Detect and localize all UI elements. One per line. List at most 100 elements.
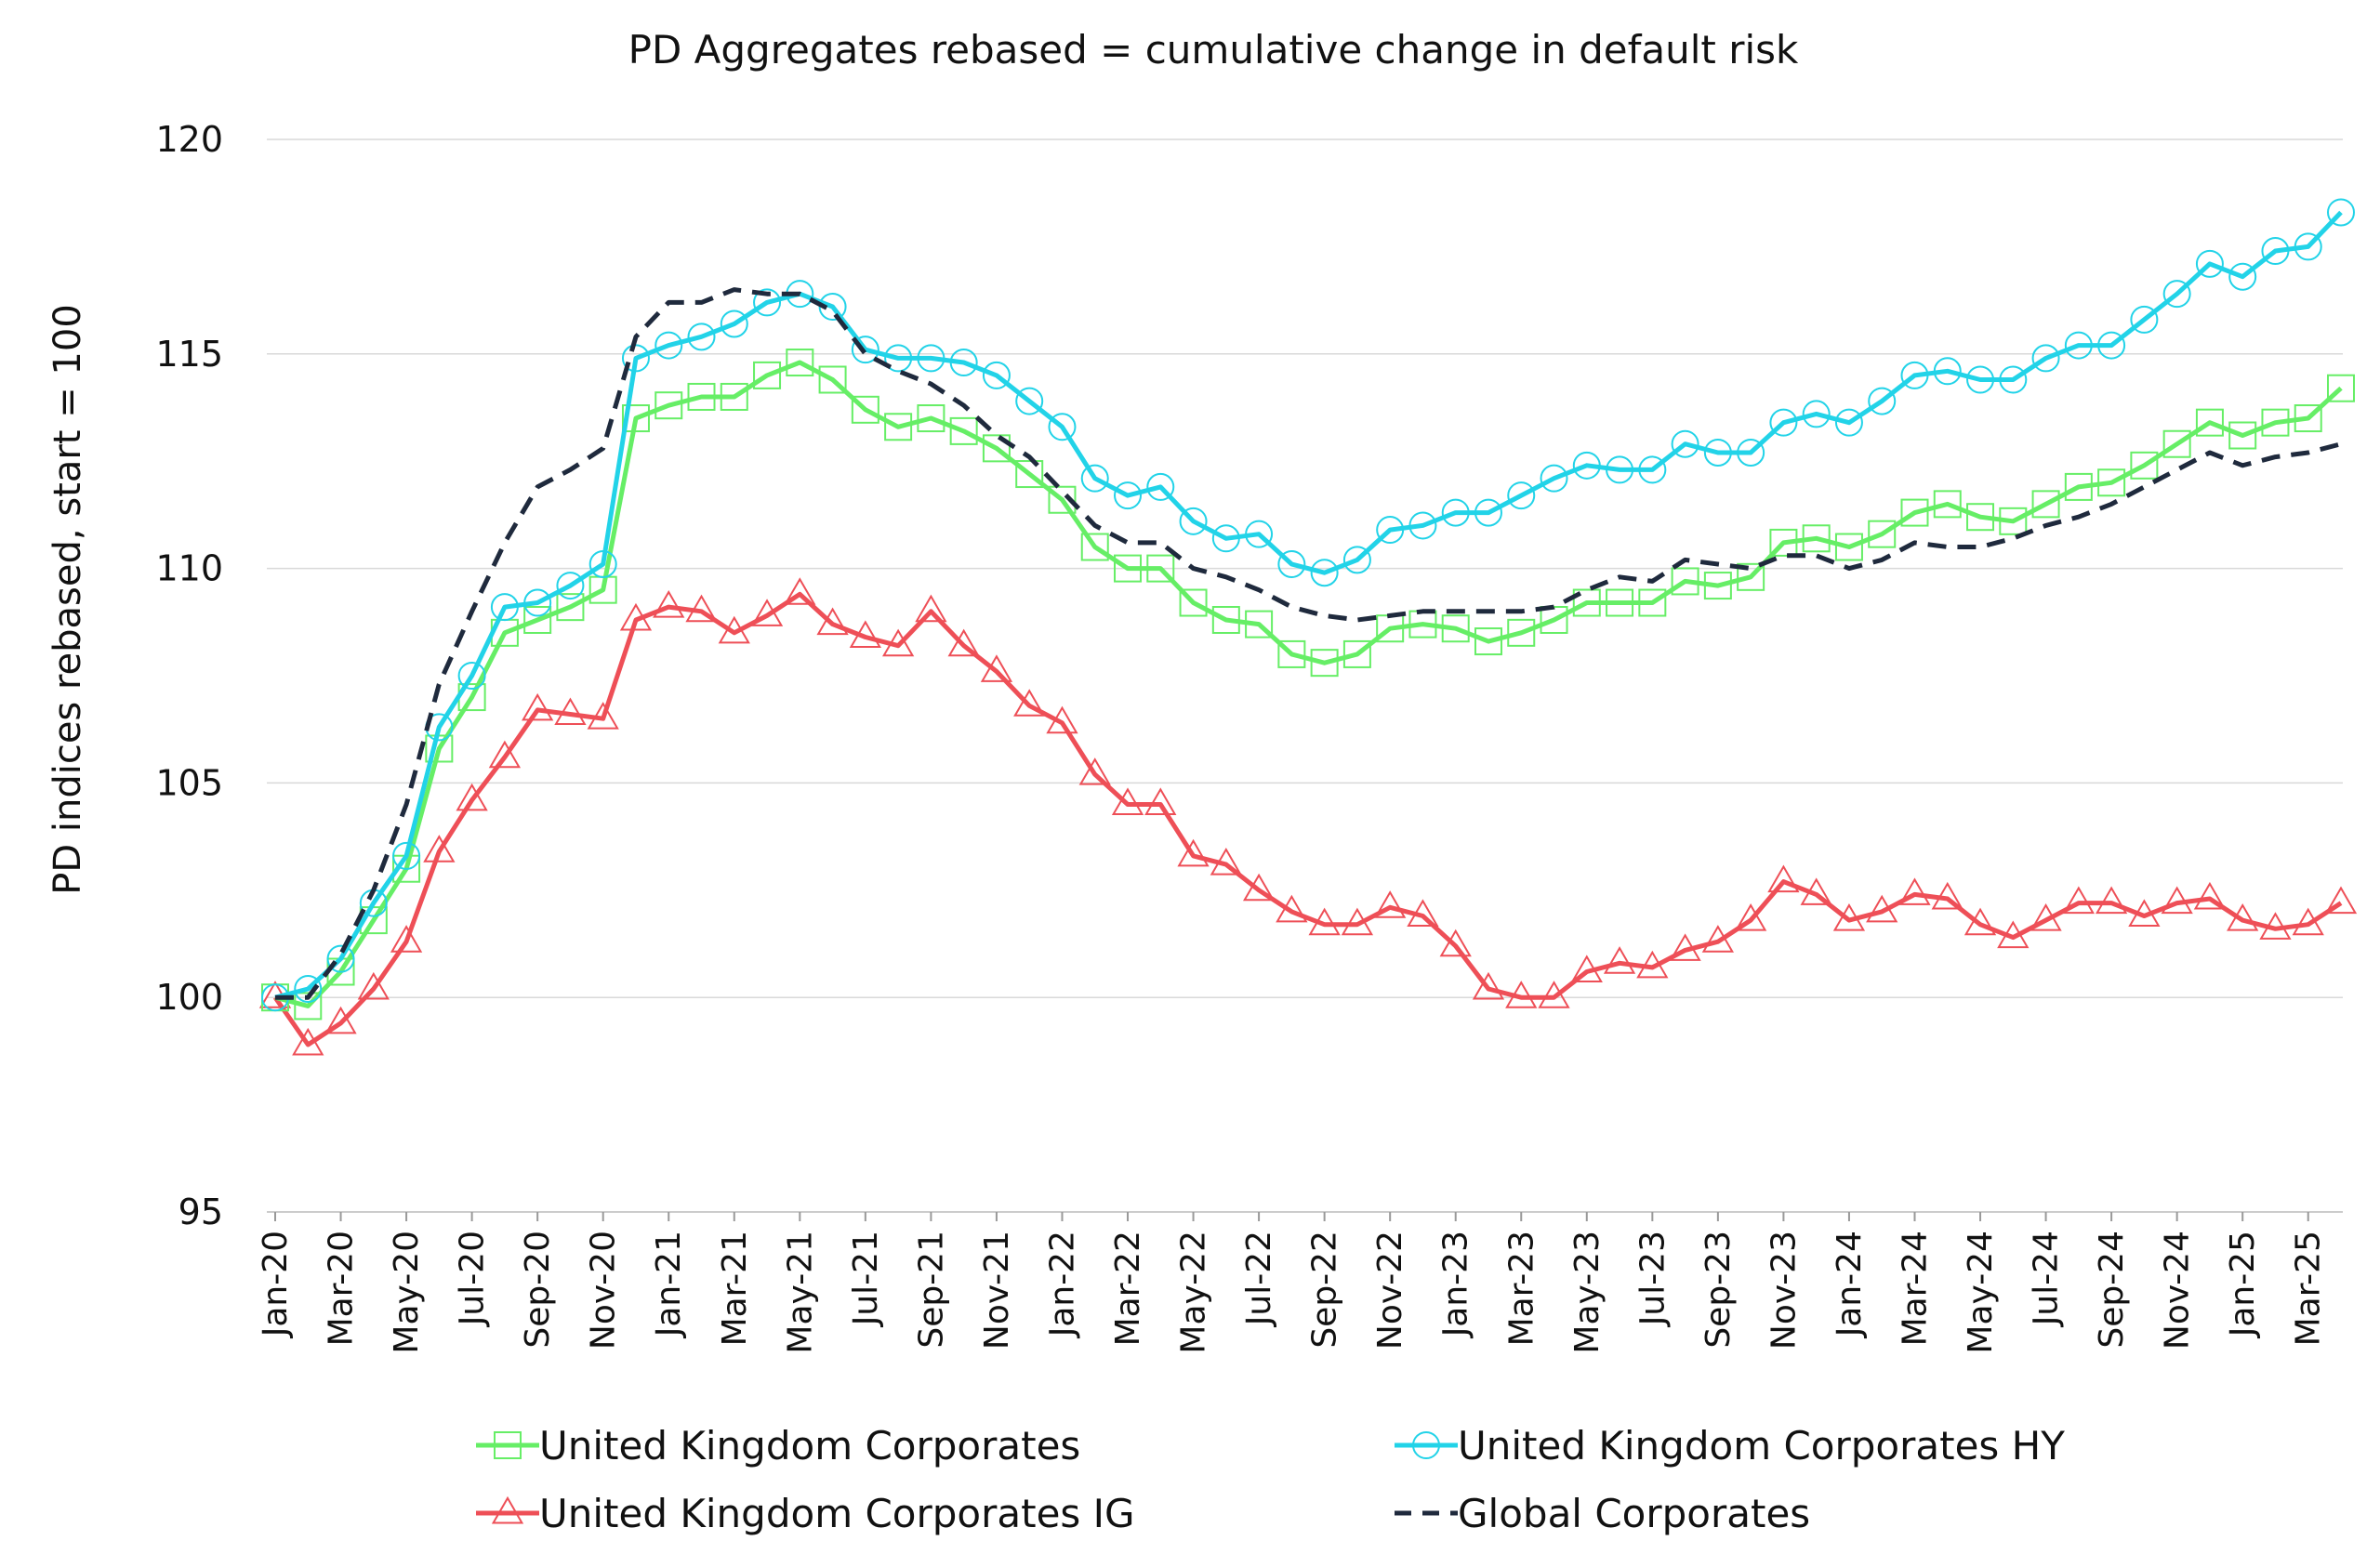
legend-label: United Kingdom Corporates bbox=[539, 1423, 1080, 1468]
data-point bbox=[326, 944, 355, 973]
data-point bbox=[1177, 838, 1210, 867]
data-point bbox=[522, 692, 554, 721]
data-point bbox=[1931, 881, 1964, 910]
data-point bbox=[947, 628, 980, 657]
x-tick-label: May-20 bbox=[388, 1231, 426, 1354]
data-point bbox=[851, 395, 879, 424]
data-point bbox=[1277, 639, 1306, 668]
data-point bbox=[1671, 567, 1699, 596]
data-point bbox=[1146, 472, 1175, 501]
data-point bbox=[753, 361, 782, 389]
data-point bbox=[2259, 912, 2292, 940]
data-point bbox=[1769, 528, 1798, 557]
data-point bbox=[2130, 305, 2159, 334]
data-point bbox=[816, 607, 849, 636]
x-tick-label: Jan-23 bbox=[1437, 1231, 1475, 1338]
data-point bbox=[423, 835, 456, 863]
data-point bbox=[292, 1027, 324, 1056]
y-tick-label: 120 bbox=[155, 119, 223, 160]
legend-item-united-kingdom-corporates: United Kingdom Corporates bbox=[476, 1423, 1080, 1468]
data-point bbox=[949, 416, 978, 445]
data-point bbox=[1474, 498, 1502, 527]
data-point bbox=[1407, 899, 1439, 927]
data-point bbox=[1078, 757, 1111, 785]
data-point bbox=[619, 602, 653, 631]
data-point bbox=[1572, 451, 1601, 480]
data-point bbox=[2097, 468, 2126, 497]
data-point bbox=[2193, 881, 2227, 910]
data-point bbox=[2064, 472, 2093, 501]
data-point bbox=[523, 605, 552, 634]
data-point bbox=[2031, 344, 2060, 373]
data-point bbox=[1507, 481, 1536, 510]
data-point bbox=[1966, 365, 1995, 394]
chart-title: PD Aggregates rebased = cumulative chang… bbox=[628, 27, 1799, 72]
x-tick-label: Mar-24 bbox=[1896, 1231, 1934, 1346]
data-point bbox=[1374, 890, 1407, 918]
data-point bbox=[1669, 933, 1701, 961]
data-point bbox=[2162, 429, 2191, 458]
x-tick-label: Nov-23 bbox=[1765, 1231, 1803, 1350]
series-united-kingdom-corporates bbox=[261, 349, 2355, 1021]
data-point bbox=[982, 361, 1011, 389]
data-point bbox=[1211, 605, 1240, 634]
data-point bbox=[1277, 549, 1306, 578]
data-point bbox=[2294, 232, 2322, 261]
data-point bbox=[884, 413, 913, 441]
data-point bbox=[1966, 503, 1995, 532]
data-point bbox=[1636, 950, 1669, 979]
series-united-kingdom-corporates-ig bbox=[258, 577, 2358, 1056]
y-tick-label: 105 bbox=[155, 762, 223, 803]
data-point bbox=[1013, 689, 1046, 717]
legend-item-united-kingdom-corporates-hy: United Kingdom Corporates HY bbox=[1395, 1423, 2065, 1468]
x-tick-label: May-23 bbox=[1568, 1231, 1606, 1354]
series-line-global-corporates bbox=[275, 287, 2342, 1000]
data-point bbox=[2097, 331, 2126, 360]
data-point bbox=[1114, 481, 1143, 510]
x-tick-label: Sep-23 bbox=[1699, 1231, 1738, 1349]
data-point bbox=[1507, 618, 1536, 647]
data-point bbox=[2195, 408, 2224, 437]
data-point bbox=[2294, 404, 2322, 433]
x-tick-label: Nov-21 bbox=[978, 1231, 1016, 1350]
data-point bbox=[1441, 498, 1470, 527]
data-point bbox=[2064, 331, 2093, 360]
x-tick-label: Jul-20 bbox=[454, 1231, 492, 1327]
data-point bbox=[687, 382, 716, 411]
data-point bbox=[1210, 848, 1242, 876]
data-point bbox=[2228, 421, 2257, 450]
data-point bbox=[917, 344, 945, 373]
data-point bbox=[1048, 485, 1077, 514]
data-point bbox=[982, 434, 1011, 463]
data-point bbox=[718, 615, 750, 644]
data-point bbox=[851, 336, 879, 364]
data-point bbox=[1341, 907, 1374, 936]
data-point bbox=[980, 654, 1013, 682]
data-point bbox=[1342, 546, 1371, 574]
data-point bbox=[1310, 649, 1339, 678]
data-point bbox=[1570, 955, 1603, 983]
x-tick-label: Jan-21 bbox=[650, 1231, 688, 1338]
data-point bbox=[1638, 588, 1667, 617]
data-point bbox=[490, 593, 519, 622]
data-point bbox=[621, 344, 650, 373]
y-tick-label: 115 bbox=[155, 334, 223, 375]
data-point bbox=[1603, 946, 1636, 974]
series-line-united-kingdom-corporates-hy bbox=[274, 210, 2343, 1000]
data-point bbox=[2095, 886, 2128, 915]
data-point bbox=[685, 594, 718, 623]
x-axis-ticks: Jan-20 Mar-20 May-20 Jul-20 Sep-20 Nov-20 Jan-… bbox=[257, 1212, 2328, 1354]
data-point bbox=[784, 577, 816, 605]
data-point bbox=[392, 841, 421, 870]
data-point bbox=[588, 549, 617, 578]
data-point bbox=[2327, 374, 2355, 402]
data-point bbox=[1538, 981, 1570, 1008]
x-tick-label: Nov-22 bbox=[1371, 1231, 1409, 1350]
data-point bbox=[2292, 907, 2324, 936]
data-point bbox=[818, 365, 847, 394]
data-point bbox=[1540, 605, 1568, 634]
data-point bbox=[457, 662, 486, 690]
data-point bbox=[2031, 490, 2060, 519]
data-point bbox=[1703, 572, 1732, 600]
